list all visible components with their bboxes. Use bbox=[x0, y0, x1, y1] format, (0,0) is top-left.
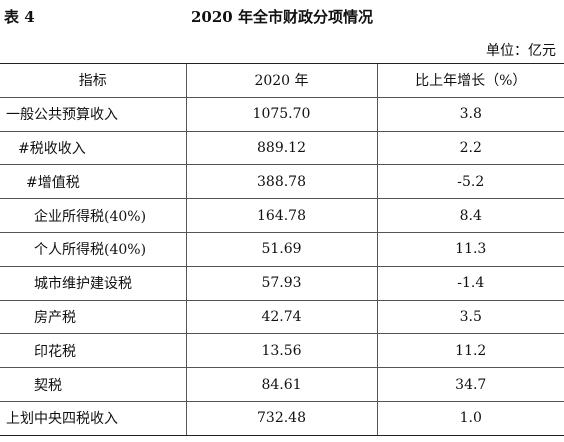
row-growth: 3.8 bbox=[376, 96, 564, 132]
table-row: #增值税 388.78 -5.2 bbox=[0, 164, 564, 200]
header-row: 指标 2020 年 比上年增长（%） bbox=[0, 63, 564, 98]
table-label: 表 4 bbox=[4, 8, 35, 26]
table-row: 企业所得税(40%) 164.78 8.4 bbox=[0, 198, 564, 233]
row-name: #增值税 bbox=[0, 164, 186, 200]
row-value: 84.61 bbox=[185, 367, 377, 402]
table-row: 城市维护建设税 57.93 -1.4 bbox=[0, 265, 564, 301]
row-value: 388.78 bbox=[185, 164, 377, 200]
row-name: 企业所得税(40%) bbox=[0, 198, 186, 233]
table-row: 上划中央四税收入 732.48 1.0 bbox=[0, 400, 564, 436]
row-name: 契税 bbox=[0, 367, 186, 402]
row-value: 1075.70 bbox=[185, 96, 377, 132]
unit-label: 单位：亿元 bbox=[486, 43, 556, 59]
row-growth: 11.3 bbox=[376, 231, 564, 267]
row-name: #税收收入 bbox=[0, 130, 186, 166]
finance-table: 指标 2020 年 比上年增长（%） 一般公共预算收入 1075.70 3.8 … bbox=[0, 63, 564, 436]
row-name: 城市维护建设税 bbox=[0, 265, 186, 301]
table-row: 契税 84.61 34.7 bbox=[0, 367, 564, 402]
row-value: 889.12 bbox=[185, 130, 377, 166]
header-indicator: 指标 bbox=[0, 63, 186, 98]
table-title: 2020 年全市财政分项情况 bbox=[191, 8, 373, 26]
row-value: 57.93 bbox=[185, 265, 377, 301]
row-name: 房产税 bbox=[0, 299, 186, 335]
row-growth: 3.5 bbox=[376, 299, 564, 335]
row-growth: 1.0 bbox=[376, 400, 564, 436]
table-row: 印花税 13.56 11.2 bbox=[0, 333, 564, 369]
table-row: 一般公共预算收入 1075.70 3.8 bbox=[0, 96, 564, 132]
row-name: 个人所得税(40%) bbox=[0, 231, 186, 267]
row-value: 13.56 bbox=[185, 333, 377, 369]
header-year: 2020 年 bbox=[185, 63, 377, 98]
row-value: 51.69 bbox=[185, 231, 377, 267]
table-row: 个人所得税(40%) 51.69 11.3 bbox=[0, 231, 564, 267]
row-name: 上划中央四税收入 bbox=[0, 400, 186, 436]
row-name: 一般公共预算收入 bbox=[0, 96, 186, 132]
row-value: 164.78 bbox=[185, 198, 377, 233]
table-row: #税收收入 889.12 2.2 bbox=[0, 130, 564, 166]
row-growth: 34.7 bbox=[376, 367, 564, 402]
row-growth: -5.2 bbox=[376, 164, 564, 200]
header-growth: 比上年增长（%） bbox=[376, 63, 564, 98]
row-value: 42.74 bbox=[185, 299, 377, 335]
table-row: 房产税 42.74 3.5 bbox=[0, 299, 564, 335]
row-name: 印花税 bbox=[0, 333, 186, 369]
row-growth: 11.2 bbox=[376, 333, 564, 369]
row-value: 732.48 bbox=[185, 400, 377, 436]
row-growth: -1.4 bbox=[376, 265, 564, 301]
row-growth: 2.2 bbox=[376, 130, 564, 166]
row-growth: 8.4 bbox=[376, 198, 564, 233]
